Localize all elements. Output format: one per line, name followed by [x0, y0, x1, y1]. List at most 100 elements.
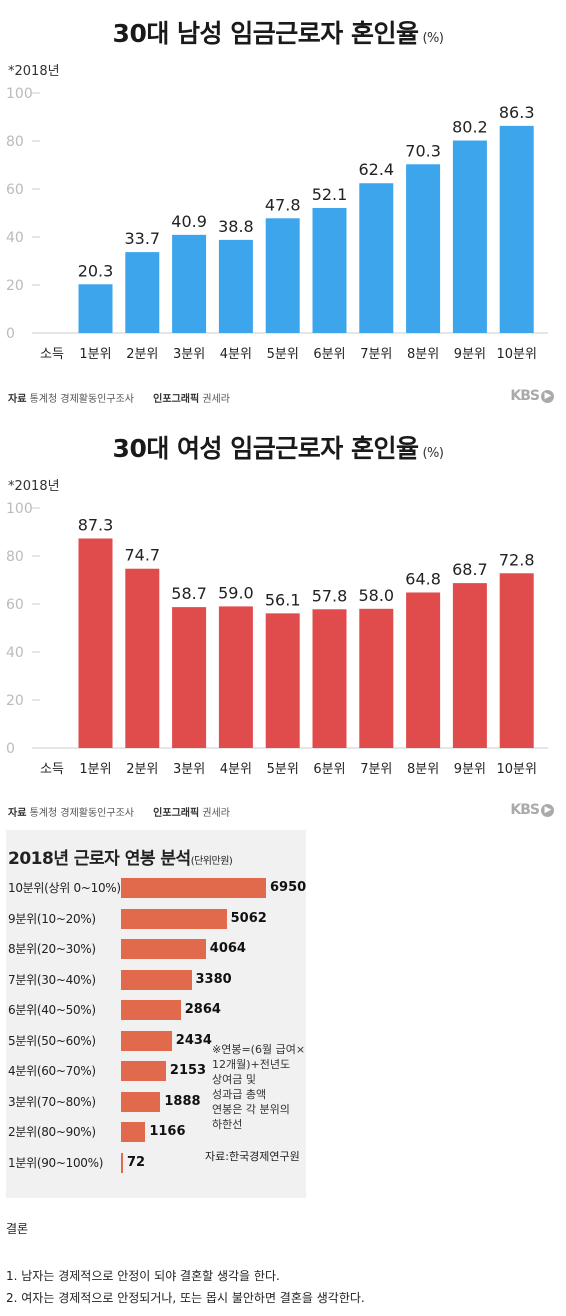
- salary-note: ※연봉=(6월 급여× 12개월)+전년도 상여금 및 성과급 총액 연봉은 각 분위의…: [212, 1042, 307, 1132]
- salary-value-label: 2864: [184, 1002, 221, 1017]
- bar-value-label: 70.3: [405, 141, 441, 160]
- y-tick-label: 20: [6, 693, 24, 709]
- salary-bar: [121, 908, 227, 929]
- salary-value-label: 72: [127, 1154, 146, 1170]
- y-tick-label: 80: [6, 549, 24, 565]
- salary-row: 2분위(80~90%) 1166: [6, 1122, 306, 1142]
- salary-value-label: 6950: [270, 880, 307, 895]
- salary-value-label: 5062: [230, 910, 267, 926]
- x-tick-label: 5분위: [267, 762, 299, 777]
- conclusion-heading: 결론: [6, 1222, 29, 1236]
- y-tick-label: 100: [6, 86, 33, 102]
- salary-bar: [121, 1030, 172, 1051]
- bar-value-label: 86.3: [499, 103, 535, 122]
- salary-bar: [121, 1000, 181, 1020]
- bar: [218, 239, 253, 333]
- bar-value-label: 52.1: [312, 185, 348, 204]
- bar-value-label: 38.8: [218, 217, 254, 236]
- bar: [452, 583, 487, 748]
- bar: [218, 606, 253, 748]
- bar: [359, 183, 394, 333]
- y-tick-label: 40: [6, 230, 24, 246]
- x-tick-label: 10분위: [496, 762, 536, 777]
- x-tick-label: 1분위: [79, 762, 111, 777]
- credit-text: 권세라: [202, 808, 230, 819]
- y-tick-label: 0: [6, 326, 15, 342]
- bar: [172, 234, 207, 333]
- x-axis-label: 소득: [40, 347, 64, 362]
- salary-unit: (단위만원): [190, 856, 233, 867]
- x-tick-label: 7분위: [360, 762, 392, 777]
- salary-category-label: 6분위(40~50%): [8, 1003, 96, 1017]
- salary-row: 8분위(20~30%) 4064: [6, 939, 306, 959]
- salary-source: 자료:한국경제연구원: [205, 1150, 300, 1163]
- female-bar-chart: *2018년 0 20 40 60 80 100 소득 87.3 1분위 74.7 2분위 58.7 3분…: [6, 479, 548, 777]
- bar-value-label: 64.8: [405, 569, 441, 588]
- salary-bar: [121, 1152, 123, 1173]
- salary-value-label: 2153: [169, 1063, 207, 1078]
- salary-row: 9분위(10~20%) 5062: [6, 908, 306, 929]
- y-tick-label: 20: [6, 278, 24, 294]
- salary-bar: [121, 969, 192, 990]
- x-axis-label: 소득: [40, 762, 64, 777]
- source-line: 자료 통계청 경제활동인구조사 인포그래픽 권세라: [8, 390, 230, 405]
- x-tick-label: 4분위: [220, 347, 252, 362]
- y-tick-label: 0: [6, 741, 15, 757]
- bar-value-label: 87.3: [78, 515, 114, 534]
- salary-note-line: 연봉은 각 분위의: [212, 1103, 290, 1116]
- x-tick-label: 10분위: [496, 347, 536, 362]
- chart-title: 30대 남성 임금근로자 혼인율 (%): [0, 14, 556, 50]
- salary-row: 6분위(40~50%) 2864: [6, 1000, 306, 1020]
- salary-row: 3분위(70~80%) 1888: [6, 1091, 306, 1112]
- bar-value-label: 58.7: [171, 584, 207, 603]
- salary-bar: [121, 939, 206, 959]
- x-tick-label: 2분위: [126, 762, 158, 777]
- x-tick-label: 9분위: [454, 347, 486, 362]
- bar: [499, 125, 534, 333]
- salary-title-text: 2018년 근로자 연봉 분석: [8, 849, 191, 869]
- year-note: *2018년: [8, 64, 60, 79]
- bar: [312, 609, 347, 748]
- salary-row: 1분위(90~100%) 72: [6, 1152, 306, 1173]
- salary-value-label: 1888: [164, 1093, 201, 1109]
- logo-text: KBS: [510, 388, 540, 404]
- salary-value-label: 4064: [209, 941, 246, 956]
- male-marriage-chart: 30대 남성 임금근로자 혼인율 (%) *2018년 0 20 40 60 80 100 소득…: [0, 0, 556, 410]
- bar: [265, 613, 300, 748]
- salary-note-line: 하한선: [212, 1118, 243, 1131]
- conclusion-item-1: 1. 남자는 경제적으로 안정이 되야 결혼할 생각을 한다.: [6, 1269, 280, 1283]
- x-tick-label: 2분위: [126, 347, 158, 362]
- salary-bar: [121, 1122, 146, 1142]
- bar-value-label: 56.1: [265, 590, 301, 609]
- logo-text: KBS: [510, 802, 540, 818]
- salary-bar: [121, 1091, 161, 1112]
- salary-value-label: 1166: [149, 1124, 186, 1139]
- salary-category-label: 8분위(20~30%): [8, 942, 96, 956]
- x-tick-label: 6분위: [313, 762, 345, 777]
- bar-value-label: 72.8: [499, 550, 535, 569]
- y-tick-label: 40: [6, 645, 24, 661]
- bar-value-label: 62.4: [358, 160, 394, 179]
- x-tick-label: 5분위: [267, 347, 299, 362]
- bar: [125, 568, 160, 748]
- bar-value-label: 57.8: [312, 586, 348, 605]
- bar: [312, 207, 347, 333]
- chart-title-text: 30대 여성 임금근로자 혼인율: [112, 434, 419, 463]
- x-tick-label: 3분위: [173, 347, 205, 362]
- bar: [406, 592, 441, 748]
- salary-row: 4분위(60~70%) 2153: [6, 1061, 306, 1081]
- male-bar-chart: *2018년 0 20 40 60 80 100 소득 20.3 1분위 33.7 2분위 40.9 3분…: [6, 64, 548, 362]
- y-tick-label: 60: [6, 182, 24, 198]
- salary-category-label: 2분위(80~90%): [8, 1125, 96, 1139]
- bar: [172, 607, 207, 748]
- x-tick-label: 6분위: [313, 347, 345, 362]
- bar-value-label: 40.9: [171, 212, 207, 231]
- conclusion-item-2: 2. 여자는 경제적으로 안정되거나, 또는 몹시 불안하면 결혼을 생각한다.: [6, 1291, 365, 1305]
- salary-category-label: 5분위(50~60%): [8, 1033, 96, 1048]
- y-tick-label: 100: [6, 501, 33, 517]
- bar: [359, 608, 394, 748]
- chart-title: 30대 여성 임금근로자 혼인율 (%): [0, 429, 556, 465]
- bar-value-label: 20.3: [78, 261, 114, 280]
- bar: [452, 140, 487, 333]
- source-line: 자료 통계청 경제활동인구조사 인포그래픽 권세라: [8, 804, 230, 819]
